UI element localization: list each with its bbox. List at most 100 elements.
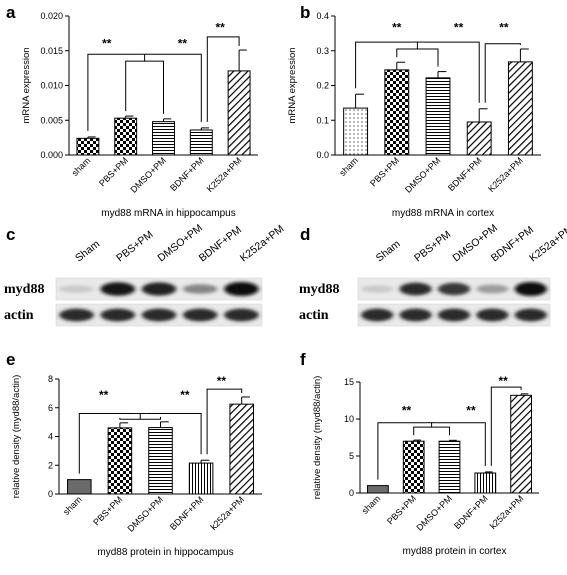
y-tick-label: 0.000 — [40, 150, 63, 160]
significance-star: ** — [499, 21, 509, 35]
lane-label: K252a+PM — [527, 223, 567, 265]
significance-star: ** — [454, 21, 464, 35]
y-tick-label: 0.005 — [40, 115, 63, 125]
bar-k252a-pm — [227, 70, 251, 156]
blot-row-label: myd88 — [299, 282, 339, 297]
y-tick-label: 6 — [48, 403, 53, 413]
significance-star: ** — [99, 388, 109, 402]
blot-band — [100, 308, 136, 322]
blot-band — [361, 308, 394, 322]
x-tick-label: k252a+PM — [208, 494, 246, 532]
bar-bdnf-pm — [189, 129, 213, 156]
significance-star: ** — [178, 36, 188, 50]
x-tick-label: K252a+PM — [486, 155, 525, 194]
blot-band — [361, 285, 394, 293]
y-tick-label: 0.1 — [316, 115, 329, 125]
lane-label: K252a+PM — [238, 223, 287, 265]
y-tick-label: 15 — [344, 377, 354, 387]
x-tick-label: PBS+PM — [91, 494, 124, 527]
panel-letter-b: b — [300, 3, 310, 22]
x-tick-label: BDNF+PM — [168, 494, 206, 532]
blot-band — [437, 308, 471, 322]
bar-dmso-pm — [152, 121, 175, 156]
sig-bracket — [146, 413, 202, 455]
panel-letter-f: f — [300, 350, 306, 369]
blot-band — [182, 308, 218, 322]
x-tick-label: DMSO+PM — [403, 155, 442, 194]
x-tick-label: DMSO+PM — [128, 155, 167, 194]
blot-band — [141, 282, 177, 296]
blot-band — [514, 282, 547, 296]
significance-star: ** — [499, 374, 509, 388]
blot-band — [399, 282, 432, 296]
sig-bracket — [377, 422, 426, 480]
x-axis-title: myd88 mRNA in cortex — [392, 208, 494, 219]
x-tick-label: sham — [360, 493, 383, 516]
blot-band — [141, 308, 177, 322]
y-axis-label: mRNA expression — [287, 47, 298, 123]
sig-bracket — [206, 36, 240, 122]
bar-bdnf-pm — [466, 121, 492, 156]
x-tick-label: sham — [61, 494, 84, 517]
y-tick-label: 0.4 — [316, 11, 329, 21]
blot-band — [224, 282, 259, 296]
x-tick-label: sham — [337, 155, 360, 178]
bar-sham — [367, 485, 389, 494]
sig-bracket — [150, 53, 202, 122]
panel-letter-e: e — [6, 350, 15, 369]
y-tick-label: 0.3 — [316, 46, 329, 56]
y-tick-label: 4 — [48, 432, 53, 442]
x-axis-title: myd88 protein in cortex — [403, 546, 507, 557]
bar-dmso-pm — [438, 440, 461, 494]
x-tick-label: BDNF+PM — [168, 155, 206, 193]
blot-band — [514, 308, 547, 322]
y-tick-label: 10 — [344, 414, 354, 424]
x-tick-label: DMSO+PM — [414, 493, 453, 532]
blot-band — [59, 308, 94, 322]
sig-bracket — [355, 41, 412, 89]
blot-d: Sham PBS+PMDMSO+PMBDNF+PMK252a+PMmyd88act… — [299, 222, 567, 327]
y-axis-label: mRNA expression — [21, 47, 32, 123]
bar-dmso-pm — [425, 77, 451, 156]
bar-sham — [67, 479, 92, 495]
x-tick-label: DMSO+PM — [125, 494, 164, 533]
y-tick-label: 0 — [349, 488, 354, 498]
y-tick-label: 0.2 — [316, 81, 329, 91]
lane-label: Sham — [374, 238, 403, 264]
blot-band — [224, 308, 259, 322]
panel-letter-a: a — [6, 3, 16, 22]
x-axis-title: myd88 mRNA in hippocampus — [101, 208, 236, 219]
significance-star: ** — [180, 388, 190, 402]
bar-dmso-pm — [148, 427, 173, 495]
y-tick-label: 0.020 — [40, 11, 63, 21]
sig-bracket — [125, 60, 164, 114]
sig-bracket — [437, 422, 486, 466]
blot-band — [59, 285, 94, 293]
sig-bracket — [423, 41, 480, 103]
sig-bracket — [396, 48, 439, 67]
bar-bdnf-pm — [188, 462, 214, 495]
y-tick-label: 5 — [349, 451, 354, 461]
y-tick-label: 0.0 — [316, 150, 329, 160]
sig-bracket — [484, 43, 521, 103]
chart-a: 0.000 0.005 0.010 0.015 0.020 mRNA expression… — [21, 11, 258, 219]
x-tick-label: PBS+PM — [368, 155, 401, 188]
x-tick-label: BDNF+PM — [446, 155, 484, 193]
sig-bracket — [87, 53, 139, 131]
sig-bracket — [413, 426, 450, 436]
bar-pbs-pm — [107, 427, 133, 495]
y-axis-label: relative density (myd88/actin) — [312, 376, 323, 500]
bar-k252a-pm — [510, 394, 532, 494]
blot-row-label: actin — [299, 308, 329, 323]
x-tick-label: BDNF+PM — [452, 493, 490, 531]
sig-bracket — [490, 386, 522, 466]
blot-band — [437, 282, 471, 296]
y-tick-label: 8 — [48, 374, 53, 384]
y-axis-label: relative density (myd88/actin) — [11, 375, 22, 499]
bar-pbs-pm — [384, 69, 410, 156]
x-tick-label: K252a+PM — [205, 155, 244, 194]
bar-sham — [343, 107, 369, 156]
sig-bracket — [206, 388, 243, 455]
chart-f: 0 5 10 15 relative density (myd88/actin) sham… — [312, 374, 539, 557]
